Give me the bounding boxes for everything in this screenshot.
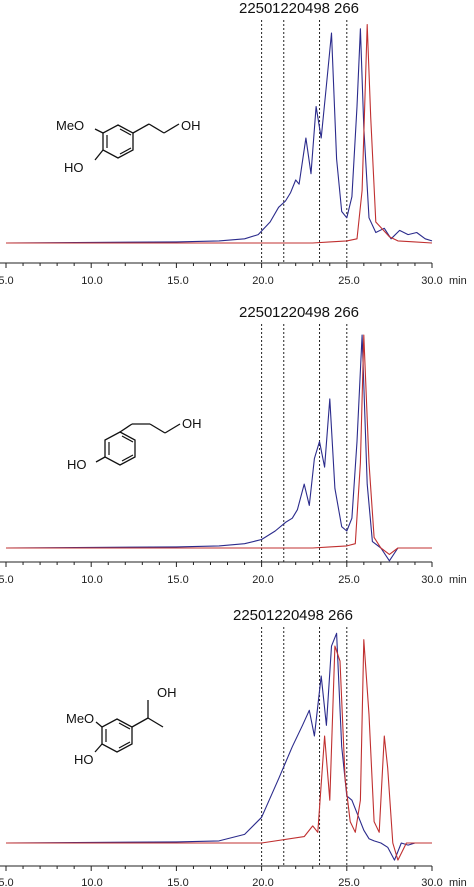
x-tick-label: 5.0 [0, 574, 14, 586]
x-tick-label: 20.0 [252, 877, 273, 887]
x-tick-label: 5.0 [0, 275, 14, 287]
molecule-label-oh: OH [157, 685, 177, 700]
marker-label: 266 [328, 607, 353, 624]
molecule-label-meo: MeO [66, 711, 94, 726]
x-tick-labels-1: 5.0 10.0 15.0 20.0 25.0 30.0 min [0, 275, 467, 287]
x-axis-1 [0, 262, 433, 268]
series-line-blue [5, 632, 432, 861]
marker-lines-2 [261, 324, 348, 562]
x-axis-2 [0, 561, 433, 567]
chart-panel-1: 2250 1220 498 266 5.0 10.0 15.0 20.0 25.… [0, 0, 467, 287]
molecule-structure-1: MeO HO OH [56, 118, 201, 175]
x-tick-label: 5.0 [0, 877, 14, 887]
x-tick-labels-2: 5.0 10.0 15.0 20.0 25.0 30.0 min [0, 574, 467, 586]
series-line-red [6, 334, 432, 555]
series-line-red [6, 639, 432, 861]
marker-label: 498 [305, 0, 330, 17]
series-layer-3 [5, 632, 432, 861]
x-tick-label: 10.0 [81, 574, 102, 586]
chart-panel-3: 2250 1220 498 266 5.0 10.0 15.0 20.0 25.… [0, 607, 467, 887]
marker-label: 498 [305, 304, 330, 321]
series-layer-1 [5, 24, 433, 244]
molecule-label-meo: MeO [56, 118, 84, 133]
x-tick-label: 30.0 [421, 574, 442, 586]
x-unit-label: min [449, 275, 467, 287]
series-layer-2 [5, 334, 432, 562]
x-tick-label: 15.0 [167, 877, 188, 887]
marker-label: 266 [334, 304, 359, 321]
x-unit-label: min [449, 877, 467, 887]
x-unit-label: min [449, 574, 467, 586]
marker-label: 1220 [272, 304, 305, 321]
marker-labels-3: 2250 1220 498 266 [233, 607, 353, 624]
x-tick-label: 20.0 [252, 574, 273, 586]
marker-labels-2: 2250 1220 498 266 [239, 304, 359, 321]
molecule-label-oh: OH [182, 416, 202, 431]
marker-label: 1220 [266, 607, 299, 624]
x-tick-label: 10.0 [81, 275, 102, 287]
molecule-label-oh: OH [181, 118, 201, 133]
x-tick-label: 25.0 [338, 275, 359, 287]
x-tick-label: 10.0 [81, 877, 102, 887]
molecule-label-ho: HO [67, 457, 87, 472]
x-axis-3 [0, 865, 433, 871]
x-tick-label: 25.0 [338, 574, 359, 586]
marker-label: 2250 [239, 0, 272, 17]
marker-labels-1: 2250 1220 498 266 [239, 0, 359, 17]
x-tick-labels-3: 5.0 10.0 15.0 20.0 25.0 30.0 min [0, 877, 467, 887]
x-tick-label: 20.0 [252, 275, 273, 287]
chart-panel-2: 2250 1220 498 266 5.0 10.0 15.0 20.0 25.… [0, 304, 467, 586]
molecule-label-ho: HO [64, 160, 84, 175]
molecule-structure-2: HO OH [67, 416, 202, 472]
series-line-blue [5, 334, 432, 562]
marker-lines-1 [261, 20, 348, 263]
marker-label: 2250 [239, 304, 272, 321]
x-tick-label: 15.0 [167, 574, 188, 586]
marker-label: 1220 [272, 0, 305, 17]
x-tick-label: 30.0 [421, 275, 442, 287]
marker-label: 266 [334, 0, 359, 17]
x-tick-label: 15.0 [167, 275, 188, 287]
marker-label: 498 [299, 607, 324, 624]
marker-label: 2250 [233, 607, 266, 624]
molecule-structure-3: MeO HO OH [66, 685, 177, 767]
molecule-label-ho: HO [74, 752, 94, 767]
x-tick-label: 25.0 [338, 877, 359, 887]
x-tick-label: 30.0 [421, 877, 442, 887]
series-line-red [6, 24, 433, 244]
